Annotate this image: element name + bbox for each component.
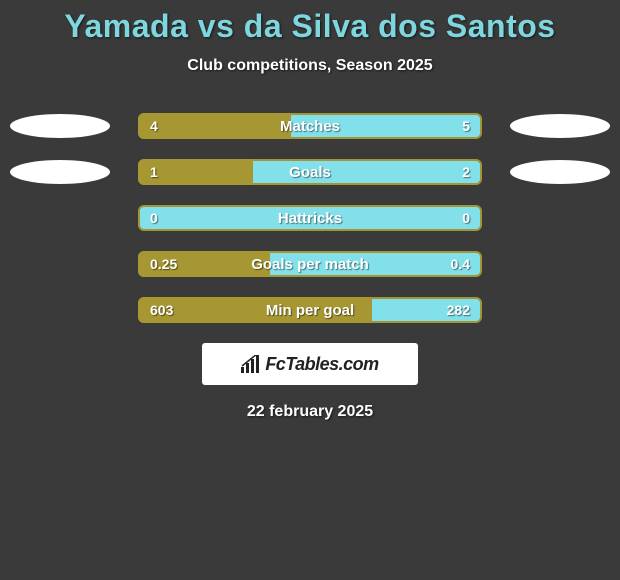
stat-label: Goals <box>138 159 482 185</box>
stat-row: Hattricks0 0 <box>0 205 620 231</box>
stat-value-left: 0 <box>150 205 158 231</box>
stats-list: Matches4 5 Goals1 2 Hattricks0 0 Goals per mat… <box>0 113 620 323</box>
player-right-marker <box>510 114 610 138</box>
stat-value-left: 1 <box>150 159 158 185</box>
page-subtitle: Club competitions, Season 2025 <box>0 57 620 75</box>
stat-value-right: 282 <box>447 297 470 323</box>
stat-bar: Hattricks0 0 <box>138 205 482 231</box>
comparison-container: Yamada vs da Silva dos Santos Club compe… <box>0 0 620 421</box>
stat-label: Hattricks <box>138 205 482 231</box>
chart-icon <box>241 355 261 373</box>
stat-value-left: 603 <box>150 297 173 323</box>
player-left-marker <box>10 114 110 138</box>
stat-label: Matches <box>138 113 482 139</box>
stat-value-right: 0.4 <box>451 251 470 277</box>
stat-row: Min per goal603 282 <box>0 297 620 323</box>
player-left-marker <box>10 160 110 184</box>
stat-value-left: 4 <box>150 113 158 139</box>
snapshot-date: 22 february 2025 <box>0 403 620 421</box>
stat-bar: Goals1 2 <box>138 159 482 185</box>
page-title: Yamada vs da Silva dos Santos <box>0 8 620 45</box>
player-right-marker <box>510 160 610 184</box>
stat-bar: Goals per match0.25 0.4 <box>138 251 482 277</box>
stat-bar: Matches4 5 <box>138 113 482 139</box>
stat-label: Goals per match <box>138 251 482 277</box>
stat-label: Min per goal <box>138 297 482 323</box>
stat-value-right: 2 <box>462 159 470 185</box>
stat-row: Goals1 2 <box>0 159 620 185</box>
stat-row: Matches4 5 <box>0 113 620 139</box>
stat-value-left: 0.25 <box>150 251 177 277</box>
site-logo[interactable]: FcTables.com <box>202 343 418 385</box>
stat-row: Goals per match0.25 0.4 <box>0 251 620 277</box>
stat-value-right: 5 <box>462 113 470 139</box>
stat-bar: Min per goal603 282 <box>138 297 482 323</box>
logo-text: FcTables.com <box>265 354 378 375</box>
stat-value-right: 0 <box>462 205 470 231</box>
